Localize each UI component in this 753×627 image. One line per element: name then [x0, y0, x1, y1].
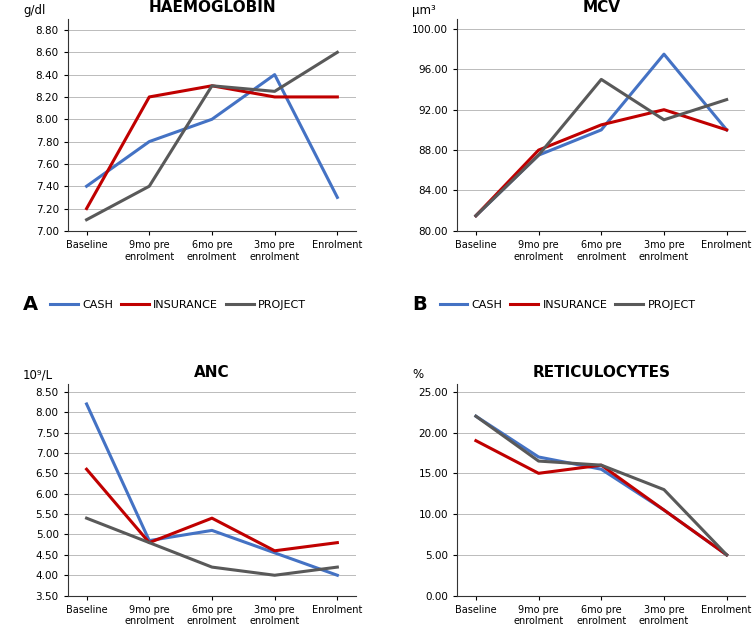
Legend: CASH, INSURANCE, PROJECT: CASH, INSURANCE, PROJECT	[440, 300, 696, 310]
Text: 10⁹/L: 10⁹/L	[23, 369, 53, 381]
Legend: CASH, INSURANCE, PROJECT: CASH, INSURANCE, PROJECT	[50, 300, 306, 310]
Text: g/dl: g/dl	[23, 4, 45, 17]
Text: μm³: μm³	[413, 4, 436, 17]
Title: HAEMOGLOBIN: HAEMOGLOBIN	[148, 0, 276, 15]
Title: ANC: ANC	[194, 365, 230, 379]
Text: %: %	[413, 369, 423, 381]
Title: RETICULOCYTES: RETICULOCYTES	[532, 365, 670, 379]
Text: A: A	[23, 295, 38, 314]
Text: B: B	[413, 295, 427, 314]
Title: MCV: MCV	[582, 0, 620, 15]
